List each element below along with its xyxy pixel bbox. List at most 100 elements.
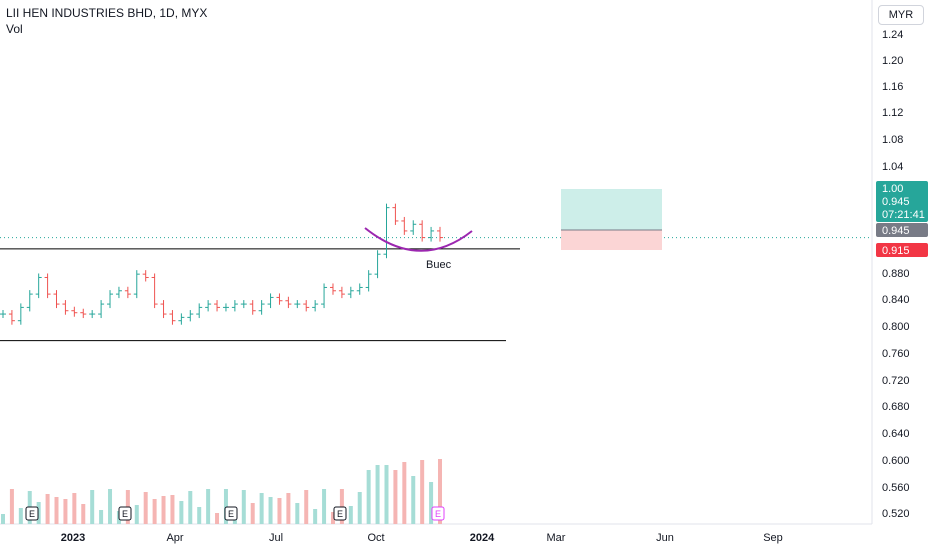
x-tick-label: Oct (367, 532, 384, 544)
price-bar (187, 310, 194, 322)
price-bar (205, 300, 212, 312)
price-bar (285, 296, 292, 309)
volume-bar (72, 493, 77, 524)
x-tick-label: 2023 (61, 532, 85, 544)
volume-bar (36, 502, 41, 524)
x-tick-label: Apr (166, 532, 183, 544)
price-bar (374, 250, 381, 279)
price-bar (115, 286, 122, 299)
price-bar (8, 310, 15, 325)
volume-bar (215, 513, 220, 524)
price-bar (89, 310, 96, 319)
volume-bar (429, 482, 434, 524)
price-bar (240, 300, 247, 309)
earnings-marker (333, 506, 347, 521)
volume-bar (304, 490, 309, 524)
price-bar (321, 283, 328, 309)
volume-bar (375, 465, 380, 524)
volume-bar (357, 492, 362, 524)
y-tick-label: 0.840 (882, 294, 910, 306)
price-bar (0, 310, 6, 319)
target-badge (876, 181, 928, 222)
currency-button[interactable]: MYR (878, 5, 924, 25)
last-price-badge (876, 223, 928, 237)
earnings-marker-label: E (228, 509, 234, 519)
last-price-badge-text: 0.945 (882, 225, 910, 237)
volume-indicator-label[interactable]: Vol (6, 22, 23, 36)
price-bar (133, 270, 140, 299)
x-tick-label: Jul (269, 532, 283, 544)
price-bar (365, 270, 372, 292)
price-bar (26, 290, 33, 312)
price-bar (124, 286, 131, 299)
x-tick-label: Mar (547, 532, 566, 544)
price-bar (53, 290, 60, 309)
price-bar (160, 300, 167, 319)
price-bar (392, 203, 399, 225)
price-bar (401, 216, 408, 235)
earnings-marker (25, 506, 39, 521)
y-tick-label: 0.720 (882, 375, 910, 387)
volume-bar (393, 470, 398, 524)
price-bar (222, 303, 229, 312)
x-tick-label: 2024 (470, 532, 495, 544)
price-bar (312, 300, 319, 312)
price-bar (329, 283, 336, 295)
earnings-marker (118, 506, 132, 521)
x-tick-label: Sep (763, 532, 783, 544)
earnings-marker-label: E (122, 509, 128, 519)
volume-bar (241, 490, 246, 524)
price-bar (35, 273, 42, 299)
price-bar (62, 300, 69, 315)
volume-bar (161, 496, 166, 524)
volume-bar (45, 494, 50, 524)
volume-bar (143, 492, 148, 524)
volume-bar (206, 489, 211, 524)
y-tick-label: 1.24 (882, 29, 903, 41)
volume-bar (170, 495, 175, 524)
stop-badge (876, 243, 928, 257)
volume-bar (295, 503, 300, 524)
volume-bar (348, 506, 353, 524)
volume-bar (1, 514, 5, 524)
volume-bar (90, 490, 95, 524)
volume-bar (268, 497, 273, 524)
price-bar (276, 293, 283, 305)
y-tick-label: 0.880 (882, 268, 910, 280)
price-bar (383, 203, 390, 259)
y-tick-label: 1.08 (882, 134, 903, 146)
volume-bar (197, 507, 202, 524)
volume-bar (81, 504, 86, 524)
y-tick-label: 0.600 (882, 455, 910, 467)
earnings-marker-upcoming (431, 506, 445, 521)
price-bar (338, 286, 345, 299)
volume-bar (99, 510, 104, 524)
volume-bar (366, 470, 371, 524)
volume-bar (438, 459, 442, 524)
volume-bar (250, 503, 255, 524)
chart-title: LII HEN INDUSTRIES BHD, 1D, MYX (6, 6, 208, 20)
price-bar (196, 303, 203, 319)
volume-bar (179, 501, 184, 524)
price-bar (258, 300, 265, 315)
earnings-marker-label: E (435, 509, 441, 519)
volume-bar (322, 489, 327, 524)
price-bar (347, 286, 354, 299)
volume-bar (108, 489, 113, 524)
cup-curve (364, 227, 473, 252)
earnings-marker-label: E (337, 509, 343, 519)
price-bar (142, 270, 149, 282)
price-bar (17, 303, 24, 325)
volume-bar (54, 497, 59, 524)
price-bar (71, 306, 78, 317)
y-tick-label: 0.680 (882, 401, 910, 413)
volume-bar (259, 493, 264, 524)
price-bar (107, 290, 114, 309)
volume-bar (63, 499, 68, 524)
price-bar (437, 226, 443, 242)
volume-bar (330, 512, 335, 524)
price-bar (249, 300, 256, 315)
y-tick-label: 0.520 (882, 508, 910, 520)
profit-zone (561, 189, 662, 230)
